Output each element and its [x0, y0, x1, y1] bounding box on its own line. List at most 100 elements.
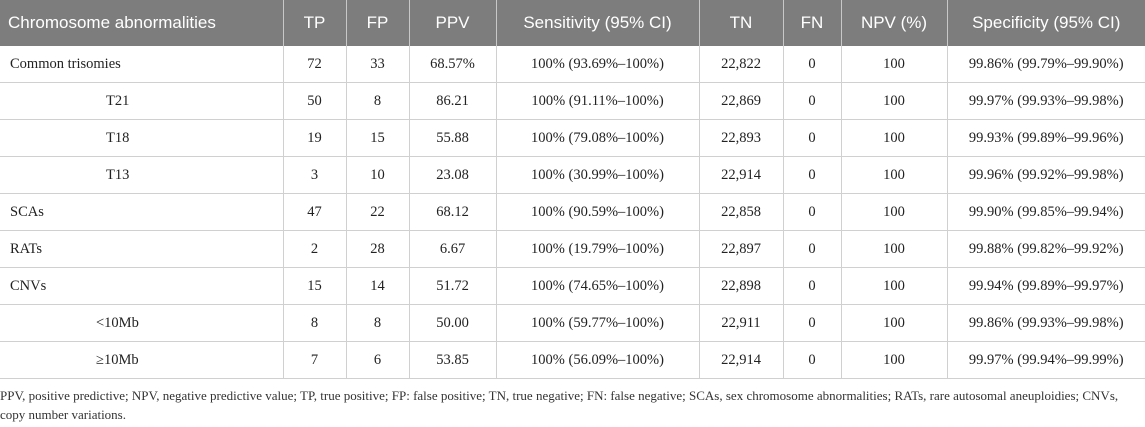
table-cell: 100% (90.59%–100%) [496, 193, 700, 231]
table-cell: 22,822 [699, 46, 784, 83]
header-chromosome-abnormalities: Chromosome abnormalities [0, 0, 284, 46]
table-cell: 55.88 [409, 119, 497, 157]
table-cell: 47 [283, 193, 347, 231]
table-cell: 100% (19.79%–100%) [496, 230, 700, 268]
table-cell: 8 [346, 304, 410, 342]
table-cell: 0 [783, 46, 842, 83]
table-cell: 0 [783, 119, 842, 157]
table-cell: 3 [283, 156, 347, 194]
table-cell: 51.72 [409, 267, 497, 305]
header-tp: TP [283, 0, 347, 46]
header-ppv: PPV [409, 0, 497, 46]
table-cell: 68.12 [409, 193, 497, 231]
table-cell: 22,914 [699, 156, 784, 194]
table-cell: 99.94% (99.89%–99.97%) [947, 267, 1145, 305]
header-row: Chromosome abnormalities TP FP PPV Sensi… [0, 0, 1145, 46]
table-cell: 100 [841, 156, 948, 194]
table-cell: 72 [283, 46, 347, 83]
table-cell: 50.00 [409, 304, 497, 342]
table-cell: 99.97% (99.94%–99.99%) [947, 341, 1145, 379]
row-label: ≥10Mb [0, 341, 284, 379]
table-row: Common trisomies 72 33 68.57% 100% (93.69%–1… [0, 46, 1145, 83]
table-cell: 99.96% (99.92%–99.98%) [947, 156, 1145, 194]
table-cell: 33 [346, 46, 410, 83]
table-cell: 22,898 [699, 267, 784, 305]
table-cell: 99.88% (99.82%–99.92%) [947, 230, 1145, 268]
row-label: T18 [0, 119, 284, 157]
table-footnote: PPV, positive predictive; NPV, negative … [0, 388, 1119, 422]
table-cell: 15 [283, 267, 347, 305]
table-cell: 99.86% (99.93%–99.98%) [947, 304, 1145, 342]
table-cell: 22,897 [699, 230, 784, 268]
table-cell: 0 [783, 341, 842, 379]
table-cell: 22,893 [699, 119, 784, 157]
table-row: ≥10Mb 7 6 53.85 100% (56.09%–100%) 22,914 0 100… [0, 341, 1145, 379]
row-label: SCAs [0, 193, 284, 231]
table-cell: 0 [783, 193, 842, 231]
table-row: T18 19 15 55.88 100% (79.08%–100%) 22,893 0 100… [0, 119, 1145, 157]
table-cell: 99.86% (99.79%–99.90%) [947, 46, 1145, 83]
table-row: <10Mb 8 8 50.00 100% (59.77%–100%) 22,911 0 100… [0, 304, 1145, 342]
table-cell: 14 [346, 267, 410, 305]
table-cell: 100% (91.11%–100%) [496, 82, 700, 120]
table-cell: 100 [841, 119, 948, 157]
table-cell: 99.97% (99.93%–99.98%) [947, 82, 1145, 120]
table-cell: 6.67 [409, 230, 497, 268]
table-cell: 0 [783, 230, 842, 268]
table-cell: 100 [841, 267, 948, 305]
table-cell: 100% (30.99%–100%) [496, 156, 700, 194]
table-row: T13 3 10 23.08 100% (30.99%–100%) 22,914 0 100 9… [0, 156, 1145, 194]
header-fn: FN [783, 0, 842, 46]
table-cell: 8 [283, 304, 347, 342]
table-cell: 68.57% [409, 46, 497, 83]
table-cell: 100 [841, 46, 948, 83]
table-cell: 22 [346, 193, 410, 231]
table-cell: 100 [841, 304, 948, 342]
table-row: CNVs 15 14 51.72 100% (74.65%–100%) 22,898 0 10… [0, 267, 1145, 305]
table-row: RATs 2 28 6.67 100% (19.79%–100%) 22,897 0 100 9… [0, 230, 1145, 268]
table-cell: 22,869 [699, 82, 784, 120]
table-cell: 0 [783, 82, 842, 120]
row-label: Common trisomies [0, 46, 284, 83]
header-npv: NPV (%) [841, 0, 948, 46]
table-cell: 0 [783, 304, 842, 342]
table-row: SCAs 47 22 68.12 100% (90.59%–100%) 22,858 0 10… [0, 193, 1145, 231]
table-body: Common trisomies 72 33 68.57% 100% (93.69%–1… [0, 46, 1145, 379]
table-cell: 86.21 [409, 82, 497, 120]
table-cell: 0 [783, 156, 842, 194]
table-cell: 100 [841, 230, 948, 268]
header-tn: TN [699, 0, 784, 46]
row-label: RATs [0, 230, 284, 268]
table-cell: 50 [283, 82, 347, 120]
header-sensitivity: Sensitivity (95% CI) [496, 0, 700, 46]
row-label: <10Mb [0, 304, 284, 342]
table-cell: 22,911 [699, 304, 784, 342]
table-cell: 0 [783, 267, 842, 305]
table-cell: 100% (74.65%–100%) [496, 267, 700, 305]
table-cell: 22,858 [699, 193, 784, 231]
row-label: T21 [0, 82, 284, 120]
table-cell: 53.85 [409, 341, 497, 379]
table-cell: 22,914 [699, 341, 784, 379]
table-cell: 15 [346, 119, 410, 157]
table-cell: 28 [346, 230, 410, 268]
results-table: Chromosome abnormalities TP FP PPV Sensi… [0, 0, 1145, 379]
table-cell: 10 [346, 156, 410, 194]
table-cell: 100% (56.09%–100%) [496, 341, 700, 379]
header-fp: FP [346, 0, 410, 46]
table-cell: 100 [841, 82, 948, 120]
row-label: T13 [0, 156, 284, 194]
table-cell: 23.08 [409, 156, 497, 194]
table-cell: 100 [841, 341, 948, 379]
table-cell: 100% (79.08%–100%) [496, 119, 700, 157]
table-cell: 100% (93.69%–100%) [496, 46, 700, 83]
row-label: CNVs [0, 267, 284, 305]
header-specificity: Specificity (95% CI) [947, 0, 1145, 46]
table-cell: 8 [346, 82, 410, 120]
table-cell: 6 [346, 341, 410, 379]
table-cell: 7 [283, 341, 347, 379]
table-cell: 99.90% (99.85%–99.94%) [947, 193, 1145, 231]
table-cell: 99.93% (99.89%–99.96%) [947, 119, 1145, 157]
table-row: T21 50 8 86.21 100% (91.11%–100%) 22,869 0 100 9… [0, 82, 1145, 120]
table-cell: 100% (59.77%–100%) [496, 304, 700, 342]
